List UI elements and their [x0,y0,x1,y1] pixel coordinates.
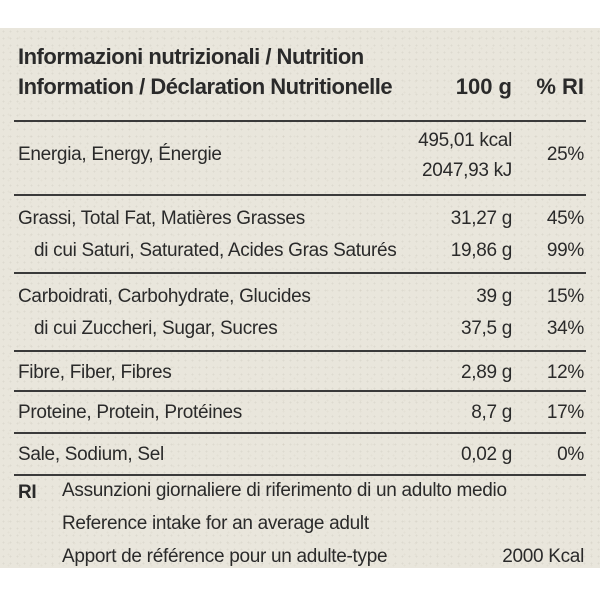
nutrient-value: 39 g [476,286,512,307]
nutrient-name: Proteine, Protein, Protéines [18,402,242,423]
nutrient-ri: 45% [546,208,584,229]
nutrient-value: 19,86 g [450,240,513,261]
nutrient-value: 0,02 g [460,444,512,465]
divider [14,474,586,476]
nutrient-ri: 34% [546,318,584,339]
divider [14,350,586,352]
row-fibre: Fibre, Fiber, Fibres 2,89 g 12% [14,352,586,390]
energy-kj: 2047,93 kJ [422,160,512,181]
row-protein: Proteine, Protein, Protéines 8,7 g 17% [14,392,586,432]
nutrition-table: Informazioni nutrizionali / Nutrition In… [14,40,586,568]
divider [14,272,586,274]
nutrient-ri: 0% [557,444,584,465]
row-energy: Energia, Energy, Énergie 495,01 kcal 204… [14,122,586,194]
nutrient-name: Fibre, Fiber, Fibres [18,362,172,383]
footnote-french: Apport de référence pour un adulte-type [62,546,388,567]
row-carbohydrate: Carboidrati, Carbohydrate, Glucides 39 g… [14,274,586,312]
footnote-english: Reference intake for an average adult [62,513,369,534]
title-line-1: Informazioni nutrizionali / Nutrition [18,44,364,69]
nutrient-ri: 12% [546,362,584,383]
footnote-abbr: RI [18,482,37,503]
divider [14,390,586,392]
row-saturates: di cui Saturi, Saturated, Acides Gras Sa… [14,234,586,272]
nutrient-name: Grassi, Total Fat, Matières Grasses [18,208,305,229]
nutrient-value: 8,7 g [471,402,512,423]
nutrient-ri: 25% [546,144,584,165]
ri-footnote: RI Assunzioni giornaliere di riferimento… [14,476,586,586]
row-sugars: di cui Zuccheri, Sugar, Sucres 37,5 g 34… [14,312,586,350]
title-line-2: Information / Déclaration Nutritionelle [18,74,393,99]
nutrient-value: 37,5 g [460,318,512,339]
divider [14,120,586,122]
row-salt: Sale, Sodium, Sel 0,02 g 0% [14,434,586,474]
nutrient-ri: 99% [546,240,584,261]
nutrient-name: di cui Zuccheri, Sugar, Sucres [34,318,278,339]
table-title: Informazioni nutrizionali / Nutrition In… [18,42,393,102]
footnote-italian: Assunzioni giornaliere di riferimento di… [62,480,507,501]
divider [14,432,586,434]
column-header-ri: % RI [536,74,584,99]
divider [14,194,586,196]
nutrient-value: 2,89 g [460,362,512,383]
energy-kcal: 495,01 kcal [418,130,512,151]
nutrient-value: 31,27 g [450,208,513,229]
reference-kcal: 2000 Kcal [502,546,584,567]
nutrient-name: di cui Saturi, Saturated, Acides Gras Sa… [34,240,397,261]
nutrient-ri: 17% [546,402,584,423]
nutrition-label: Informazioni nutrizionali / Nutrition In… [0,28,600,568]
nutrient-value: 495,01 kcal 2047,93 kJ [418,126,512,186]
row-fat: Grassi, Total Fat, Matières Grasses 31,2… [14,196,586,234]
nutrient-name: Carboidrati, Carbohydrate, Glucides [18,286,311,307]
column-header-100g: 100 g [455,74,512,99]
nutrient-name: Energia, Energy, Énergie [18,144,222,165]
table-header: Informazioni nutrizionali / Nutrition In… [14,40,586,120]
nutrient-name: Sale, Sodium, Sel [18,444,164,465]
nutrient-ri: 15% [546,286,584,307]
